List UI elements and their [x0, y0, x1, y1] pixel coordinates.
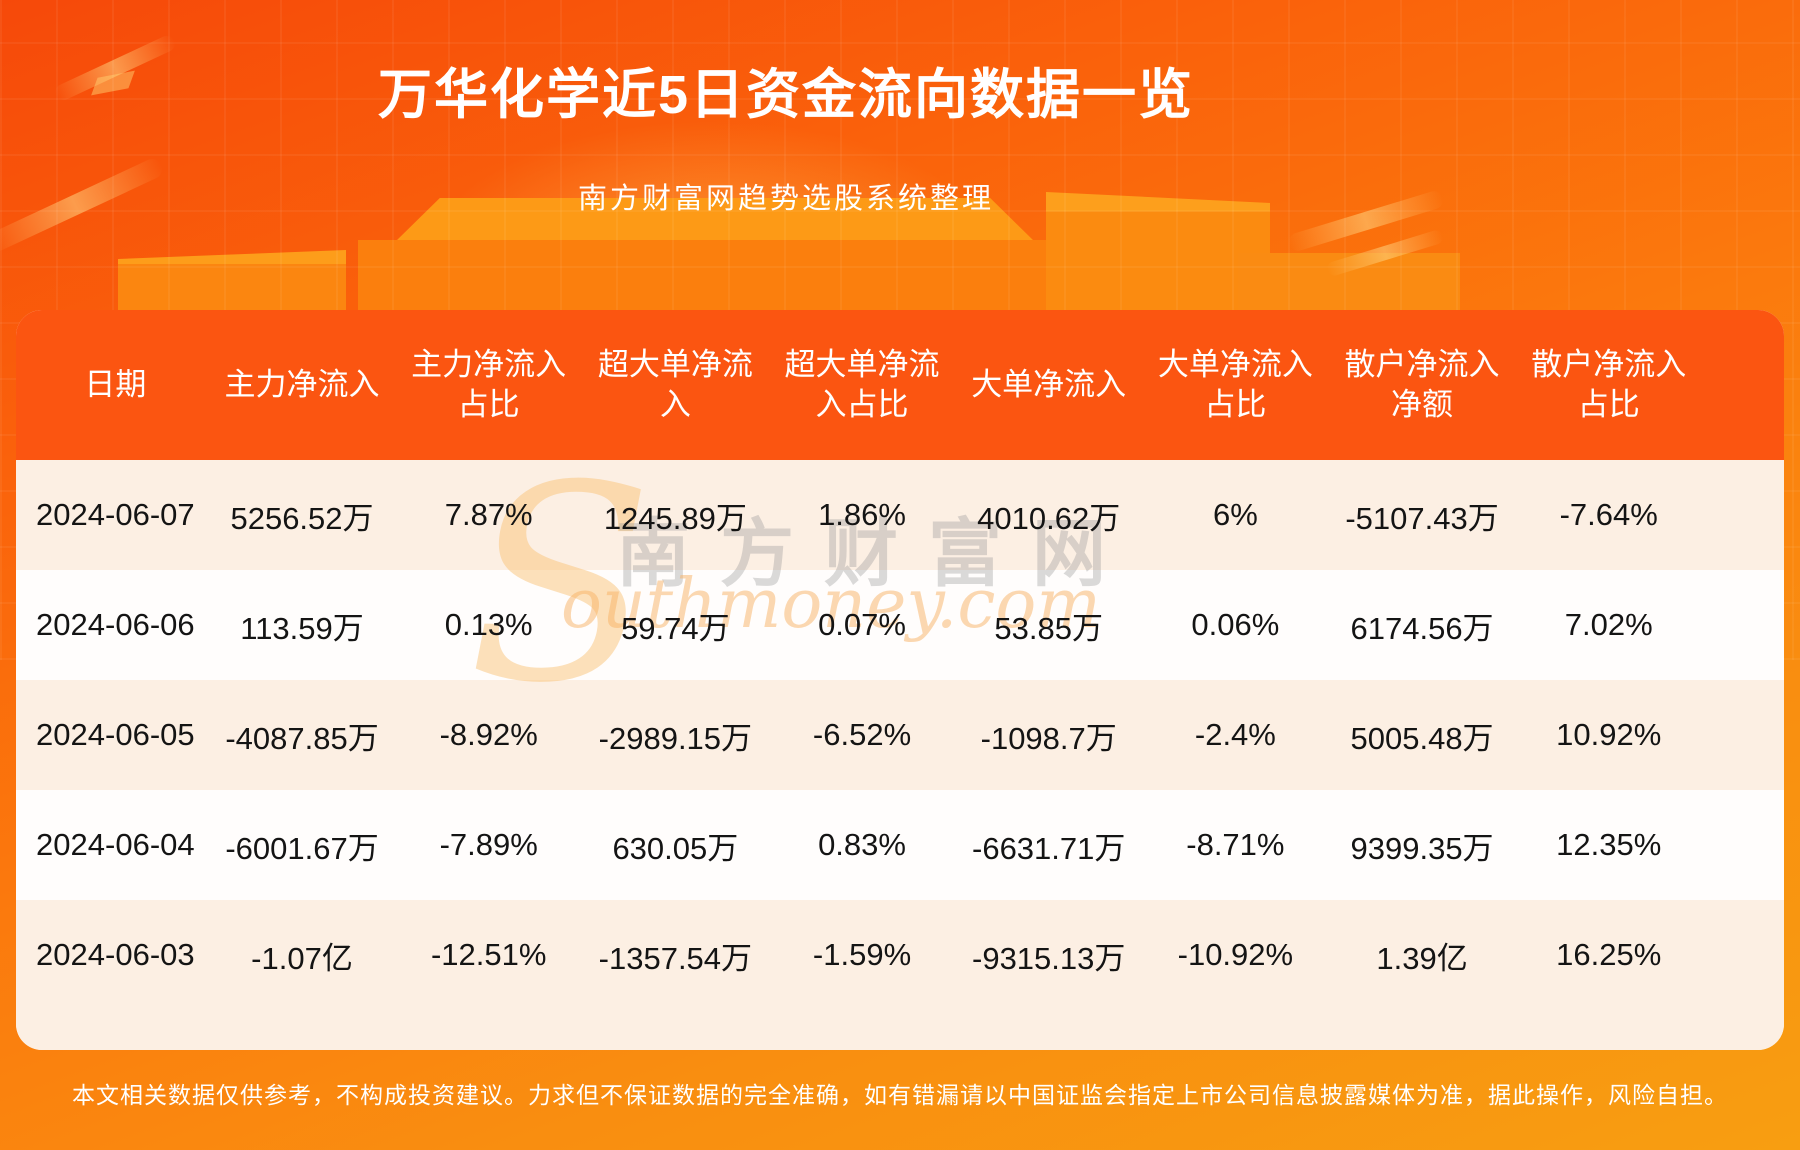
table-cell: 6% [1212, 497, 1258, 532]
table-row: 2024-06-04 -6001.67万 -7.89% 630.05万 0.83… [16, 790, 1784, 900]
table-cell: -9315.13万 [972, 940, 1126, 976]
col-header-line: 入 [659, 387, 691, 422]
table-cell: 6174.56万 [1350, 610, 1494, 646]
table-cell: 4010.62万 [977, 500, 1121, 536]
table-cell: -7.89% [439, 827, 538, 862]
card-bottom-padding [16, 1010, 1784, 1050]
col-header-line: 入占比 [815, 387, 909, 422]
col-header-retail-net-inflow-pct: 散户净流入 占比 [1515, 345, 1702, 425]
table-cell: -8.92% [439, 717, 538, 752]
col-header-line: 日期 [84, 367, 147, 402]
disclaimer-text: 本文相关数据仅供参考，不构成投资建议。力求但不保证数据的完全准确，如有错漏请以中… [72, 1082, 1728, 1108]
col-header-line: 净额 [1391, 387, 1454, 422]
table-header-row: 日期 主力净流入 主力净流入 占比 超大单净流入 超大单净流 入占比 大单净流入 大… [16, 310, 1784, 460]
table-cell: -6631.71万 [972, 830, 1126, 866]
table-cell: -8.71% [1186, 827, 1285, 862]
table-cell: 5005.48万 [1350, 720, 1494, 756]
title-block: 万华化学近5日资金流向数据一览 南方财富网趋势选股系统整理 [0, 0, 1572, 217]
table-row: 2024-06-05 -4087.85万 -8.92% -2989.15万 -6… [16, 680, 1784, 790]
page-title: 万华化学近5日资金流向数据一览 [377, 65, 1195, 125]
col-header-line: 占比 [1204, 387, 1267, 422]
table-cell: 7.87% [444, 497, 533, 532]
col-header-line: 主力净流入 [411, 347, 567, 382]
table-row: 2024-06-07 5256.52万 7.87% 1245.89万 1.86%… [16, 460, 1784, 570]
table-cell: -6001.67万 [225, 830, 379, 866]
col-header-line: 大单净流入 [971, 367, 1127, 402]
table-cell: 630.05万 [612, 830, 739, 866]
col-header-retail-net-inflow: 散户净流入 净额 [1329, 345, 1516, 425]
col-header-line: 占比 [457, 387, 520, 422]
table-cell: 1.86% [818, 497, 906, 532]
col-header-xlarge-net-inflow: 超大单净流入 [582, 345, 769, 425]
table-cell: 1245.89万 [603, 500, 747, 536]
table-cell: 2024-06-06 [36, 607, 195, 642]
table-cell: -2.4% [1194, 717, 1276, 752]
table-cell: -2989.15万 [598, 720, 753, 756]
table-cell: 9399.35万 [1350, 830, 1494, 866]
podium-left-block [118, 250, 346, 314]
table-cell: -4087.85万 [225, 720, 379, 756]
col-header-line: 主力净流入 [224, 367, 380, 402]
table-cell: 1.39亿 [1376, 940, 1468, 976]
table-cell: 10.92% [1556, 717, 1662, 752]
col-header-large-net-inflow-pct: 大单净流入 占比 [1142, 345, 1329, 425]
page-subtitle: 南方财富网趋势选股系统整理 [577, 183, 994, 215]
table-row: 2024-06-06 113.59万 0.13% 59.74万 0.07% 53… [16, 570, 1784, 680]
col-header-line: 超大单净流 [784, 347, 940, 382]
table-cell: 7.02% [1564, 607, 1653, 642]
table-cell: 53.85万 [994, 610, 1103, 646]
table-cell: -12.51% [430, 937, 547, 972]
fund-flow-table-card: 日期 主力净流入 主力净流入 占比 超大单净流入 超大单净流 入占比 大单净流入 大… [16, 310, 1784, 1050]
table-cell: 0.07% [818, 607, 906, 642]
table-cell: 2024-06-05 [36, 717, 195, 752]
col-header-main-net-inflow: 主力净流入 [209, 365, 396, 405]
table-cell: 0.06% [1191, 607, 1280, 642]
col-header-date: 日期 [22, 365, 209, 405]
table-cell: -1.59% [812, 937, 912, 972]
col-header-line: 超大单净流 [597, 347, 753, 382]
col-header-line: 散户净流入 [1531, 347, 1687, 382]
table-row: 2024-06-03 -1.07亿 -12.51% -1357.54万 -1.5… [16, 900, 1784, 1010]
col-header-line: 大单净流入 [1157, 347, 1313, 382]
table-cell: -1.07亿 [251, 940, 353, 976]
table-cell: -1357.54万 [598, 940, 753, 976]
table-cell: 16.25% [1556, 937, 1662, 972]
table-cell: -7.64% [1559, 497, 1658, 532]
table-cell: 0.13% [444, 607, 533, 642]
table-cell: -5107.43万 [1345, 500, 1499, 536]
table-cell: -10.92% [1177, 937, 1294, 972]
table-cell: 5256.52万 [230, 500, 374, 536]
table-cell: 2024-06-07 [36, 497, 195, 532]
table-cell: -6.52% [812, 717, 912, 752]
table-cell: -1098.7万 [980, 720, 1117, 756]
col-header-line: 占比 [1577, 387, 1640, 422]
col-header-main-net-inflow-pct: 主力净流入 占比 [395, 345, 582, 425]
podium-center-front-face [358, 240, 1064, 314]
col-header-xlarge-net-inflow-pct: 超大单净流 入占比 [769, 345, 956, 425]
podium-right-block-a [1046, 192, 1270, 314]
table-cell: 12.35% [1556, 827, 1662, 862]
table-cell: 2024-06-04 [36, 827, 195, 862]
table-cell: 2024-06-03 [36, 937, 195, 972]
col-header-large-net-inflow: 大单净流入 [955, 365, 1142, 405]
table-cell: 0.83% [818, 827, 906, 862]
table-cell: 113.59万 [240, 610, 364, 646]
table-cell: 59.74万 [621, 610, 730, 646]
col-header-line: 散户净流入 [1344, 347, 1500, 382]
podium-center-top-face [395, 198, 1035, 242]
